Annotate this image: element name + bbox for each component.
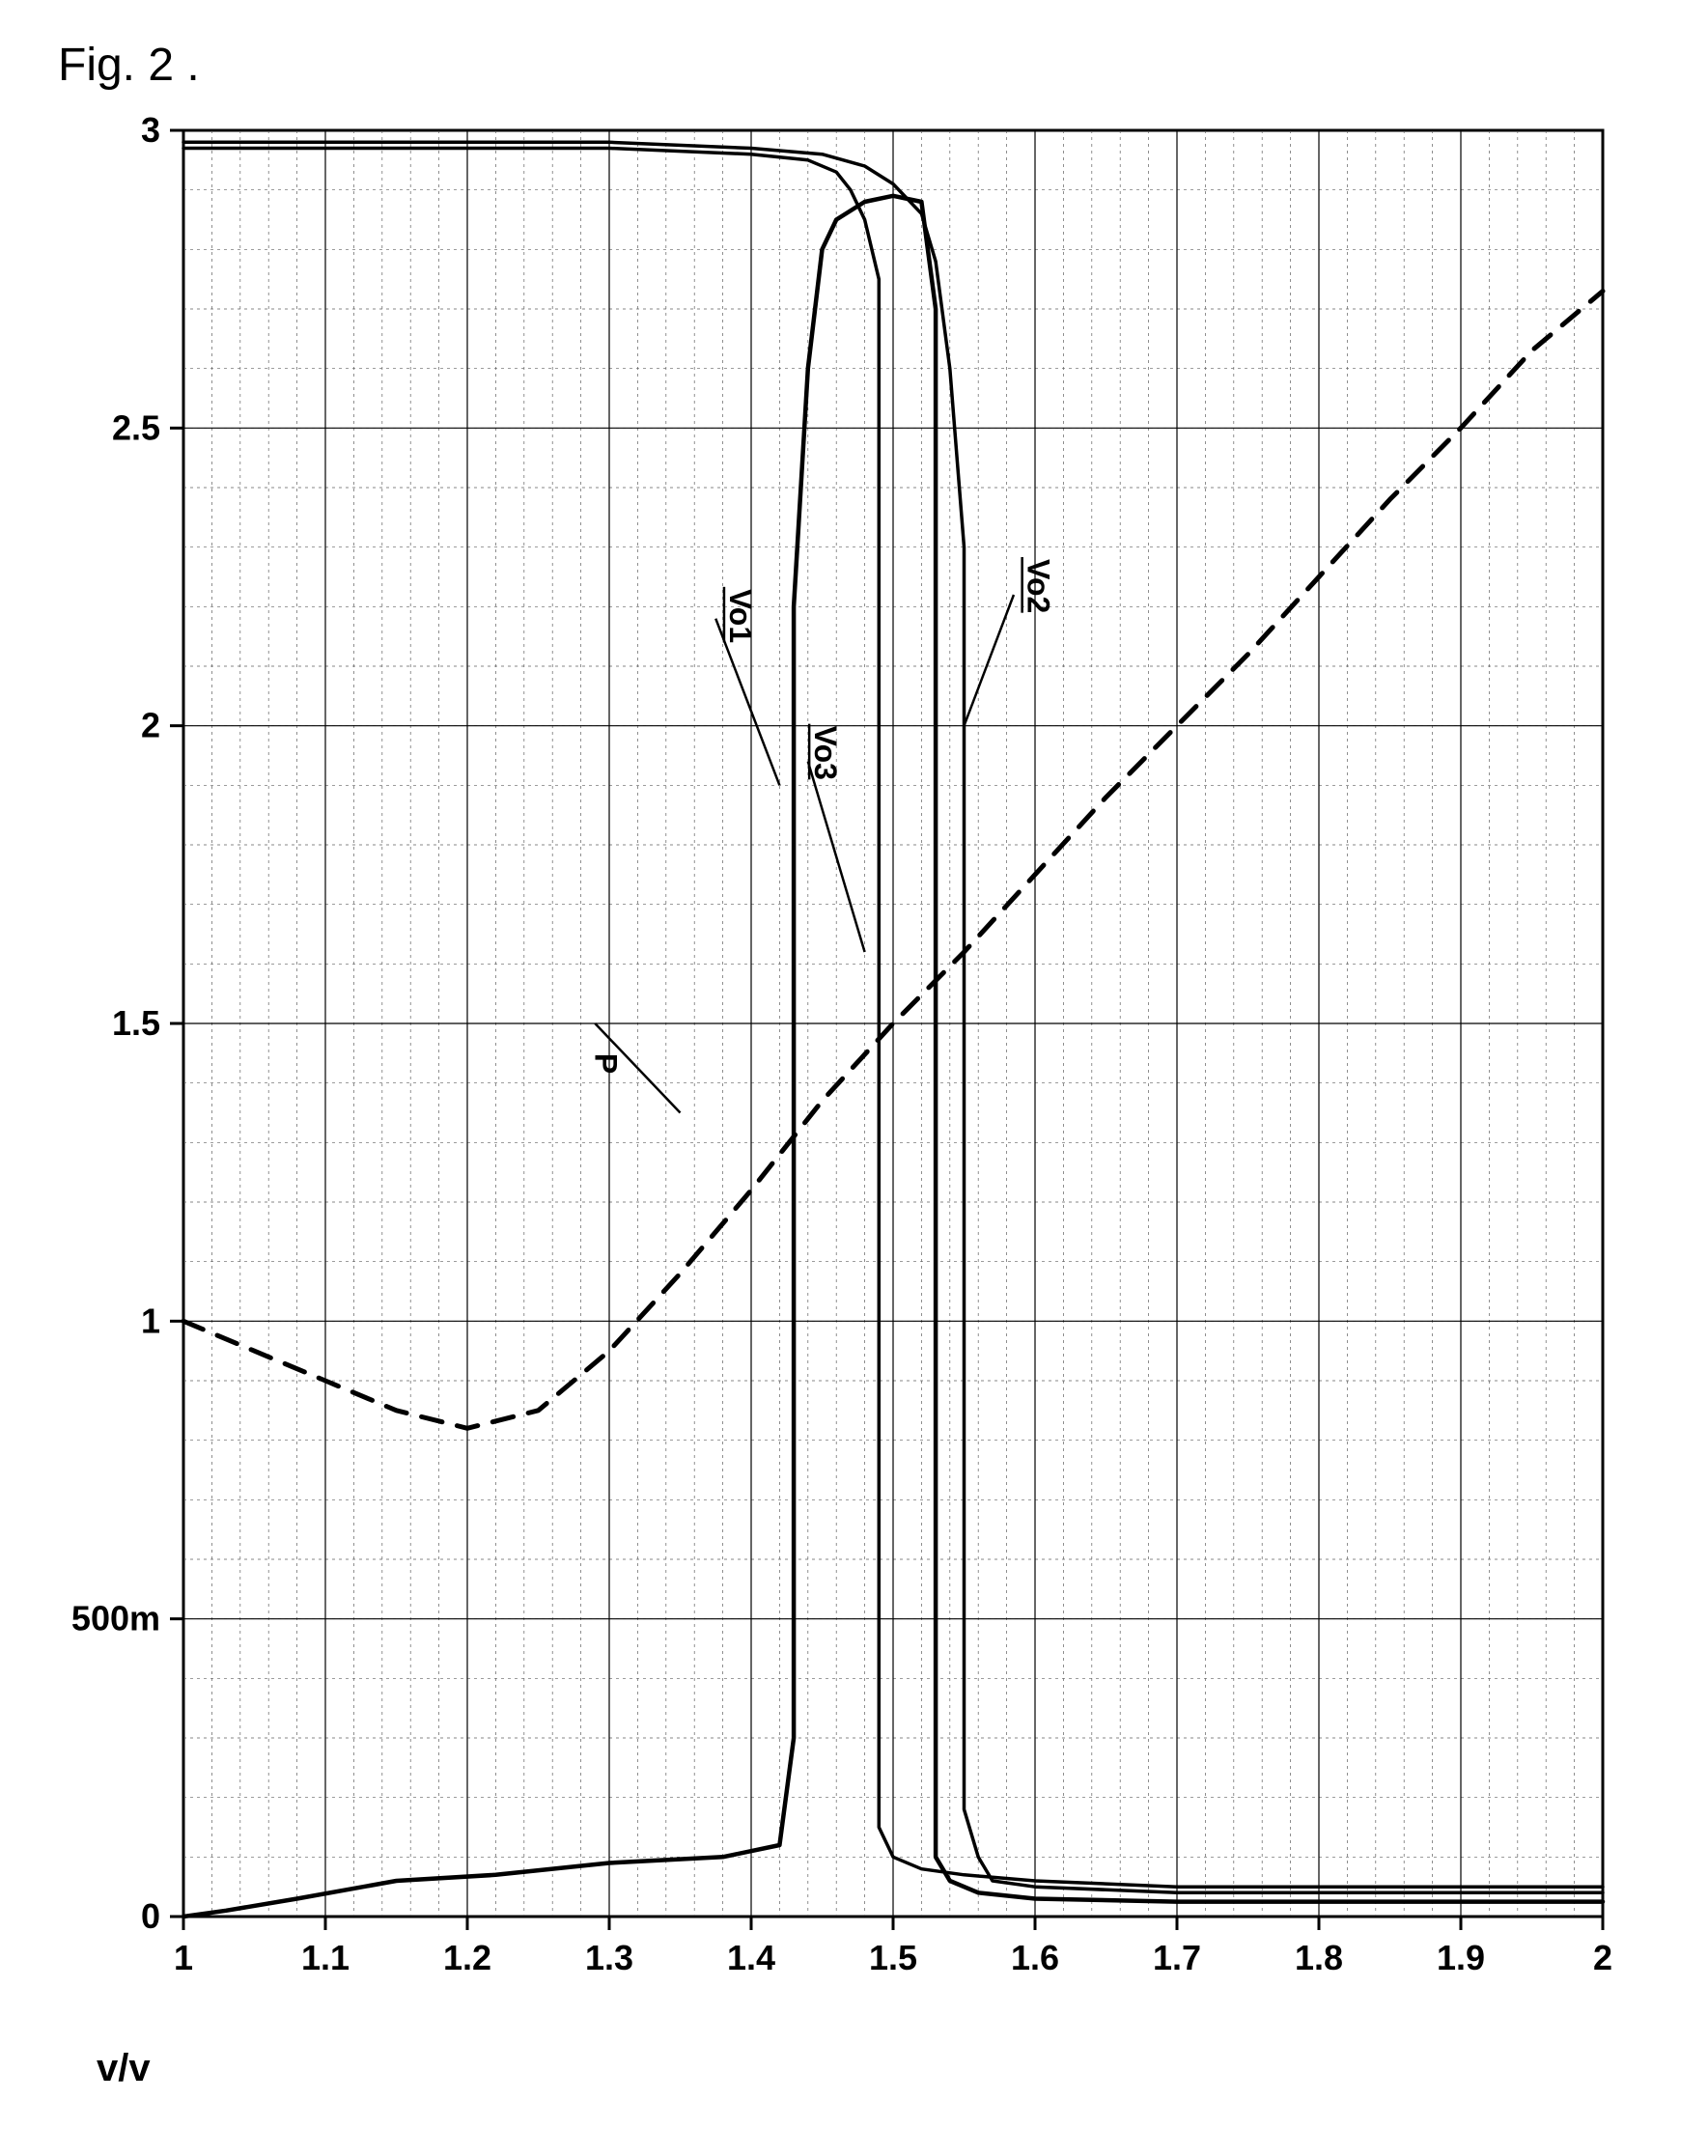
- svg-text:1.8: 1.8: [1295, 1938, 1343, 1977]
- svg-text:1.5: 1.5: [112, 1003, 160, 1043]
- figure-title: Fig. 2 .: [58, 39, 1669, 92]
- svg-text:1: 1: [174, 1938, 193, 1977]
- svg-text:500m: 500m: [71, 1599, 160, 1638]
- series-label-P: P: [588, 1053, 623, 1074]
- svg-text:1.3: 1.3: [585, 1938, 633, 1977]
- series-label-Vo1: Vo1: [723, 589, 758, 643]
- svg-text:2.5: 2.5: [112, 407, 160, 447]
- axis-unit-label: v/v: [97, 2047, 151, 2090]
- svg-text:3: 3: [141, 110, 160, 150]
- svg-text:1.5: 1.5: [869, 1938, 917, 1977]
- chart-container: 1 1.1 1.2 1.3 1.4 1.5 1.6 1.7 1.8 1.9 2 0 500m 1 1.5 2 2…: [39, 101, 1680, 2081]
- series-label-Vo2: Vo2: [1022, 559, 1056, 613]
- svg-text:1.2: 1.2: [443, 1938, 491, 1977]
- series-label-Vo3: Vo3: [808, 726, 843, 780]
- svg-text:2: 2: [141, 706, 160, 745]
- svg-text:1.4: 1.4: [727, 1938, 775, 1977]
- chart-svg: 1 1.1 1.2 1.3 1.4 1.5 1.6 1.7 1.8 1.9 2 0 500m 1 1.5 2 2…: [39, 101, 1680, 2081]
- svg-text:1.9: 1.9: [1437, 1938, 1485, 1977]
- svg-text:1.6: 1.6: [1011, 1938, 1059, 1977]
- svg-text:1: 1: [141, 1301, 160, 1340]
- svg-text:1.1: 1.1: [301, 1938, 350, 1977]
- svg-text:2: 2: [1593, 1938, 1612, 1977]
- svg-text:1.7: 1.7: [1153, 1938, 1201, 1977]
- svg-text:0: 0: [141, 1896, 160, 1936]
